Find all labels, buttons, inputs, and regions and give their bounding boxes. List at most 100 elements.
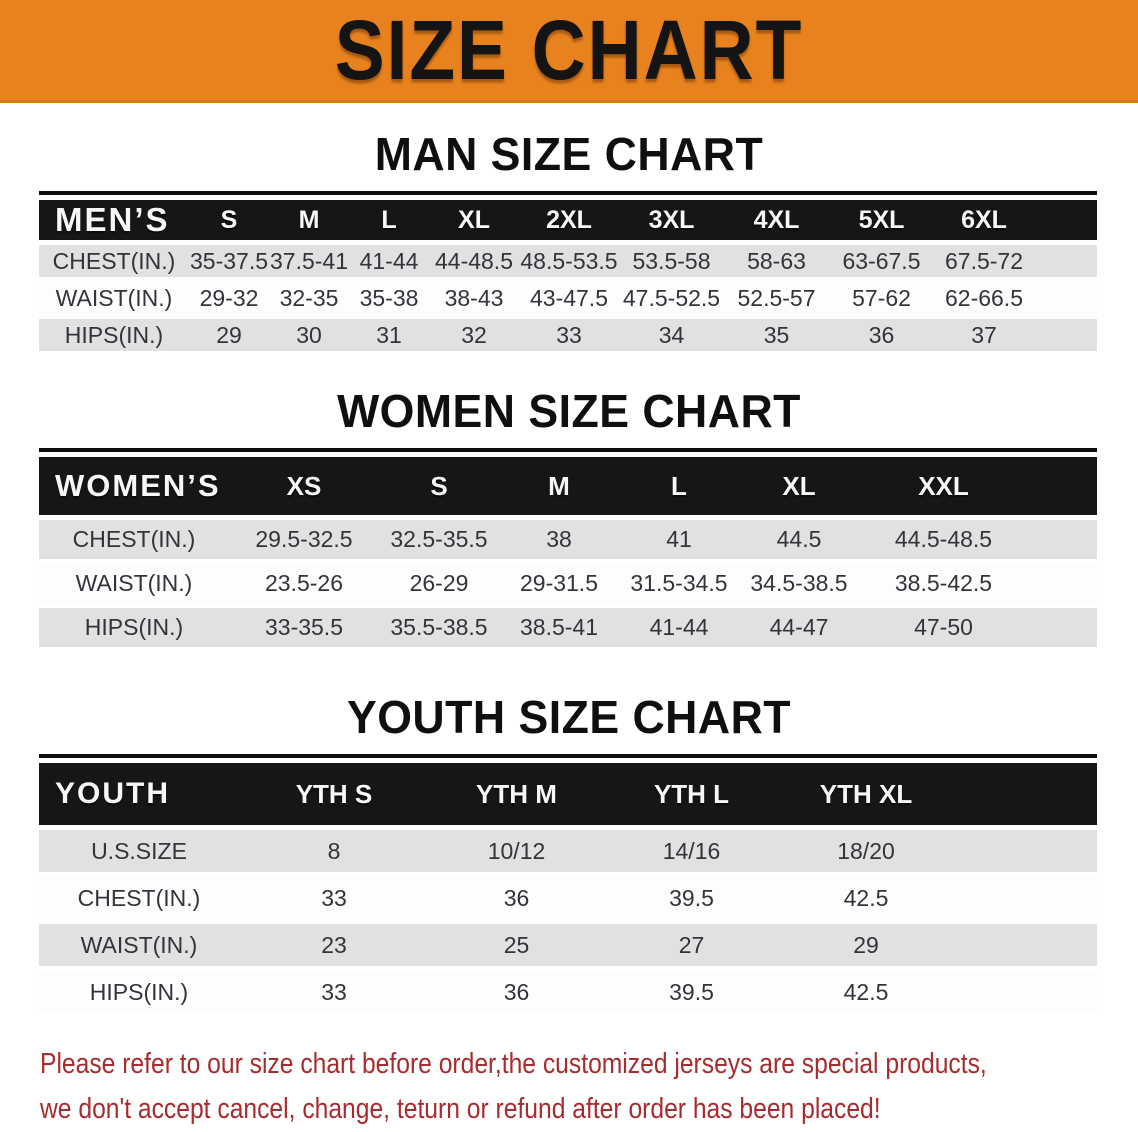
value-cell: 36 (829, 319, 934, 351)
row-label-cell: HIPS(IN.) (39, 971, 239, 1013)
youth-header-row: YOUTH YTH S YTH M YTH L YTH XL (39, 763, 1097, 825)
value-cell: 18/20 (779, 830, 1097, 872)
value-cell: 29 (779, 924, 1097, 966)
value-cell: 31 (349, 319, 429, 351)
men-section-heading: MAN SIZE CHART (374, 128, 764, 180)
value-cell: 44-48.5 (429, 245, 519, 277)
women-size-table: WOMEN’S XS S M L XL XXL CHEST(IN.) 29.5-… (39, 452, 1097, 652)
value-cell: 38.5-42.5 (859, 564, 1097, 603)
youth-waist-row: WAIST(IN.) 23 25 27 29 (39, 924, 1097, 966)
women-waist-row: WAIST(IN.) 23.5-26 26-29 29-31.5 31.5-34… (39, 564, 1097, 603)
value-cell: 23 (239, 924, 429, 966)
value-cell: 8 (239, 830, 429, 872)
youth-section-heading: YOUTH SIZE CHART (346, 691, 792, 743)
men-col-header: L (349, 200, 429, 240)
youth-ussize-row: U.S.SIZE 8 10/12 14/16 18/20 (39, 830, 1097, 872)
value-cell: 34 (619, 319, 724, 351)
youth-col-header: YTH S (239, 763, 429, 825)
size-chart-banner: SIZE CHART (0, 0, 1138, 103)
women-col-header: XL (739, 457, 859, 515)
value-cell: 38 (499, 520, 619, 559)
value-cell: 53.5-58 (619, 245, 724, 277)
value-cell: 14/16 (604, 830, 779, 872)
value-cell: 41 (619, 520, 739, 559)
value-cell: 31.5-34.5 (619, 564, 739, 603)
row-label-cell: U.S.SIZE (39, 830, 239, 872)
value-cell: 39.5 (604, 877, 779, 919)
youth-size-table: YOUTH YTH S YTH M YTH L YTH XL U.S.SIZE … (39, 758, 1097, 1018)
value-cell: 63-67.5 (829, 245, 934, 277)
row-label-cell: CHEST(IN.) (39, 245, 189, 277)
value-cell: 26-29 (379, 564, 499, 603)
value-cell: 38.5-41 (499, 608, 619, 647)
value-cell: 33 (519, 319, 619, 351)
row-label-cell: HIPS(IN.) (39, 319, 189, 351)
disclaimer: Please refer to our size chart before or… (40, 1042, 1138, 1132)
value-cell: 37.5-41 (269, 245, 349, 277)
men-col-header: 3XL (619, 200, 724, 240)
men-col-header: M (269, 200, 349, 240)
women-section-heading: WOMEN SIZE CHART (337, 385, 801, 437)
women-col-header: XXL (859, 457, 1097, 515)
value-cell: 42.5 (779, 877, 1097, 919)
women-chest-row: CHEST(IN.) 29.5-32.5 32.5-35.5 38 41 44.… (39, 520, 1097, 559)
value-cell: 41-44 (349, 245, 429, 277)
value-cell: 48.5-53.5 (519, 245, 619, 277)
value-cell: 29 (189, 319, 269, 351)
men-waist-row: WAIST(IN.) 29-32 32-35 35-38 38-43 43-47… (39, 282, 1097, 314)
value-cell: 36 (429, 971, 604, 1013)
women-header-row: WOMEN’S XS S M L XL XXL (39, 457, 1097, 515)
youth-hips-row: HIPS(IN.) 33 36 39.5 42.5 (39, 971, 1097, 1013)
men-header-row: MEN’S S M L XL 2XL 3XL 4XL 5XL 6XL (39, 200, 1097, 240)
women-col-header: XS (229, 457, 379, 515)
men-size-table: MEN’S S M L XL 2XL 3XL 4XL 5XL 6XL CHEST… (39, 195, 1097, 356)
value-cell: 29.5-32.5 (229, 520, 379, 559)
value-cell: 29-32 (189, 282, 269, 314)
value-cell: 44.5-48.5 (859, 520, 1097, 559)
women-col-header: M (499, 457, 619, 515)
women-table-topline (39, 448, 1097, 452)
value-cell: 35-38 (349, 282, 429, 314)
men-col-header: 5XL (829, 200, 934, 240)
value-cell: 47-50 (859, 608, 1097, 647)
youth-table-topline (39, 754, 1097, 758)
men-chest-row: CHEST(IN.) 35-37.5 37.5-41 41-44 44-48.5… (39, 245, 1097, 277)
women-hips-row: HIPS(IN.) 33-35.5 35.5-38.5 38.5-41 41-4… (39, 608, 1097, 647)
banner-title: SIZE CHART (334, 1, 804, 97)
row-label-cell: CHEST(IN.) (39, 520, 229, 559)
men-col-header: 2XL (519, 200, 619, 240)
men-col-header: XL (429, 200, 519, 240)
value-cell: 23.5-26 (229, 564, 379, 603)
men-col-header: 4XL (724, 200, 829, 240)
value-cell: 58-63 (724, 245, 829, 277)
value-cell: 62-66.5 (934, 282, 1097, 314)
value-cell: 29-31.5 (499, 564, 619, 603)
men-table-corner-label: MEN’S (39, 200, 189, 240)
value-cell: 30 (269, 319, 349, 351)
men-col-header: 6XL (934, 200, 1097, 240)
value-cell: 39.5 (604, 971, 779, 1013)
value-cell: 25 (429, 924, 604, 966)
men-col-header: S (189, 200, 269, 240)
youth-chest-row: CHEST(IN.) 33 36 39.5 42.5 (39, 877, 1097, 919)
value-cell: 27 (604, 924, 779, 966)
value-cell: 37 (934, 319, 1097, 351)
value-cell: 33 (239, 971, 429, 1013)
value-cell: 41-44 (619, 608, 739, 647)
value-cell: 67.5-72 (934, 245, 1097, 277)
value-cell: 34.5-38.5 (739, 564, 859, 603)
value-cell: 10/12 (429, 830, 604, 872)
disclaimer-line-2: we don't accept cancel, change, teturn o… (40, 1093, 881, 1125)
value-cell: 43-47.5 (519, 282, 619, 314)
men-hips-row: HIPS(IN.) 29 30 31 32 33 34 35 36 37 (39, 319, 1097, 351)
value-cell: 52.5-57 (724, 282, 829, 314)
value-cell: 42.5 (779, 971, 1097, 1013)
value-cell: 35-37.5 (189, 245, 269, 277)
youth-col-header: YTH XL (779, 763, 1097, 825)
value-cell: 44.5 (739, 520, 859, 559)
disclaimer-line-1: Please refer to our size chart before or… (40, 1048, 987, 1080)
men-table-topline (39, 191, 1097, 195)
youth-table-corner-label: YOUTH (39, 763, 239, 825)
youth-col-header: YTH L (604, 763, 779, 825)
value-cell: 44-47 (739, 608, 859, 647)
